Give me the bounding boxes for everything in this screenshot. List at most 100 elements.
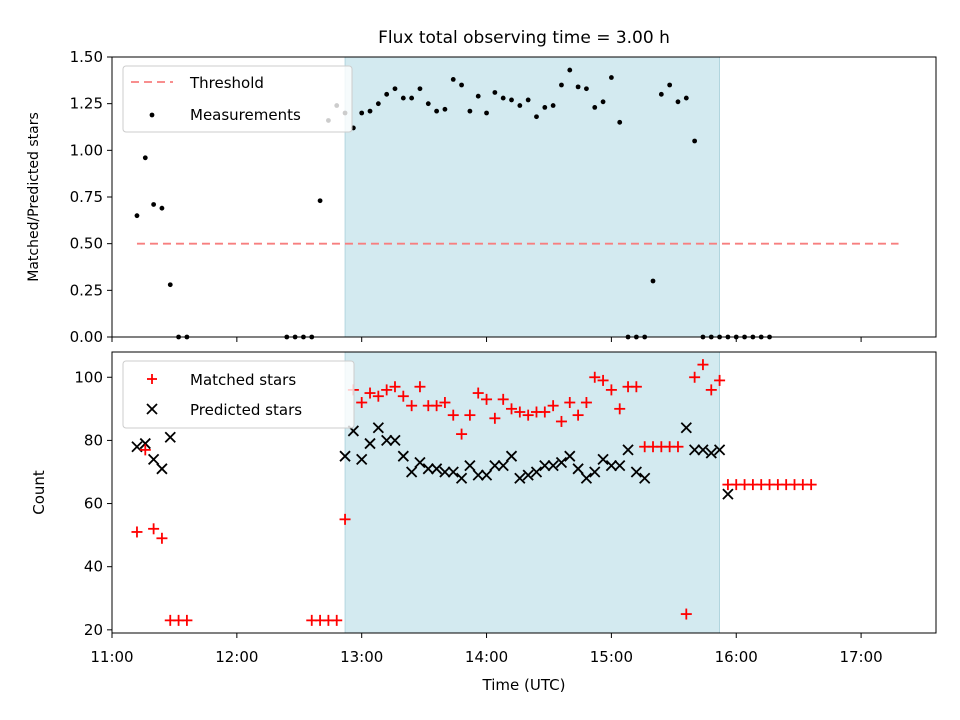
predicted-star-point — [564, 450, 576, 462]
predicted-star-point — [455, 472, 468, 484]
measurement-point — [658, 91, 664, 97]
predicted-star-point — [397, 450, 409, 462]
matched-star-point — [372, 390, 384, 402]
top-y-ticks: 0.00 0.25 0.50 0.75 1.00 1.25 1.50 — [70, 48, 112, 346]
matched-star-point — [406, 400, 418, 412]
measurement-point — [151, 202, 157, 207]
predicted-star-point — [547, 460, 559, 472]
matched-star-point — [680, 608, 692, 620]
matched-star-point — [447, 409, 459, 421]
predicted-star-point — [164, 431, 176, 443]
measurement-point — [459, 82, 464, 88]
measurement-point — [317, 198, 323, 204]
measurement-point — [559, 82, 564, 88]
matched-star-point — [672, 441, 684, 453]
measurement-point — [667, 82, 673, 88]
predicted-star-point — [589, 466, 601, 478]
measurement-point — [575, 84, 581, 90]
predicted-star-point — [555, 456, 568, 469]
predicted-star-point — [139, 437, 151, 450]
matched-star-point — [181, 614, 193, 626]
y-tick-label: 100 — [74, 368, 103, 386]
matched-star-point — [572, 409, 584, 421]
x-tick-label: 17:00 — [839, 648, 882, 666]
measurement-point — [375, 101, 381, 107]
predicted-stars-legend-swatch — [146, 403, 158, 415]
measurement-point — [492, 90, 498, 95]
matched-star-point — [597, 374, 609, 386]
measurement-point — [542, 105, 548, 110]
y-tick-label: 1.25 — [70, 95, 103, 113]
matched-star-points — [131, 359, 817, 626]
matched-star-point — [356, 397, 368, 409]
predicted-star-point — [497, 460, 509, 472]
matched-star-point — [547, 400, 559, 412]
measurement-point — [683, 95, 689, 101]
y-tick-label: 0.75 — [70, 188, 103, 206]
matched-star-point — [564, 397, 576, 409]
top-panel: 0.00 0.25 0.50 0.75 1.00 1.25 1.50 Flux total … — [26, 28, 937, 346]
bottom-legend: Matched stars Predicted stars — [122, 360, 355, 429]
y-tick-label: 20 — [84, 621, 103, 639]
predicted-star-point — [364, 437, 376, 450]
top-x-ticks — [111, 337, 862, 342]
matched-star-point — [614, 403, 626, 415]
matched-star-point — [589, 371, 601, 383]
predicted-star-point — [605, 460, 618, 472]
matched-star-point — [497, 393, 509, 405]
x-tick-label: 16:00 — [715, 648, 758, 666]
predicted-star-point — [422, 463, 434, 475]
predicted-star-point — [680, 422, 692, 434]
measurement-point — [434, 108, 440, 114]
y-tick-label: 60 — [84, 495, 103, 513]
predicted-star-point — [514, 472, 526, 484]
measurements-legend-swatch — [149, 112, 155, 118]
predicted-star-point — [447, 466, 459, 478]
predicted-star-point — [480, 469, 493, 481]
bottom-panel: 20 40 60 80 100 11:00 12:00 13:00 14:00 15:00 16:… — [30, 351, 937, 694]
matched-star-point — [364, 387, 376, 399]
predicted-star-point — [697, 444, 709, 456]
matched-star-point — [522, 409, 534, 421]
y-tick-label: 80 — [84, 431, 103, 449]
measurement-point — [584, 86, 589, 92]
measurement-point — [134, 213, 140, 219]
measurement-point — [450, 77, 456, 82]
bottom-y-axis-label: Count — [30, 470, 48, 515]
predicted-star-point — [372, 422, 384, 434]
measurement-point — [392, 86, 398, 92]
matched-star-point — [506, 403, 518, 415]
measurement-point — [534, 114, 539, 120]
predicted-star-point — [156, 463, 168, 475]
predicted-star-point — [389, 434, 401, 447]
matched-star-point — [481, 393, 493, 405]
predicted-star-point — [381, 434, 393, 447]
predicted-star-points — [131, 422, 734, 500]
predicted-star-point — [539, 460, 551, 472]
x-tick-label: 13:00 — [340, 648, 383, 666]
matched-star-point — [456, 428, 468, 440]
measurement-point — [484, 110, 489, 116]
y-tick-label: 1.50 — [70, 48, 103, 66]
measurement-point — [417, 86, 423, 92]
y-tick-label: 0.25 — [70, 281, 103, 299]
matched-star-point — [139, 444, 151, 456]
matched-star-point — [580, 397, 592, 409]
measurement-point — [359, 110, 365, 116]
matched-star-point — [389, 381, 401, 393]
y-tick-label: 1.00 — [70, 141, 103, 159]
measurement-point — [550, 103, 556, 108]
bottom-legend-box — [122, 360, 355, 429]
matched-star-point — [805, 479, 817, 491]
matched-star-point — [381, 384, 393, 396]
predicted-stars-legend-label: Predicted stars — [190, 401, 302, 419]
predicted-star-point — [147, 453, 160, 465]
predicted-star-point — [597, 453, 609, 465]
bottom-axes-frame — [111, 351, 937, 634]
predicted-star-point — [639, 472, 651, 484]
measurement-point — [159, 205, 165, 211]
measurement-point — [600, 99, 606, 105]
matched-star-point — [464, 409, 476, 421]
predicted-star-point — [622, 444, 634, 456]
